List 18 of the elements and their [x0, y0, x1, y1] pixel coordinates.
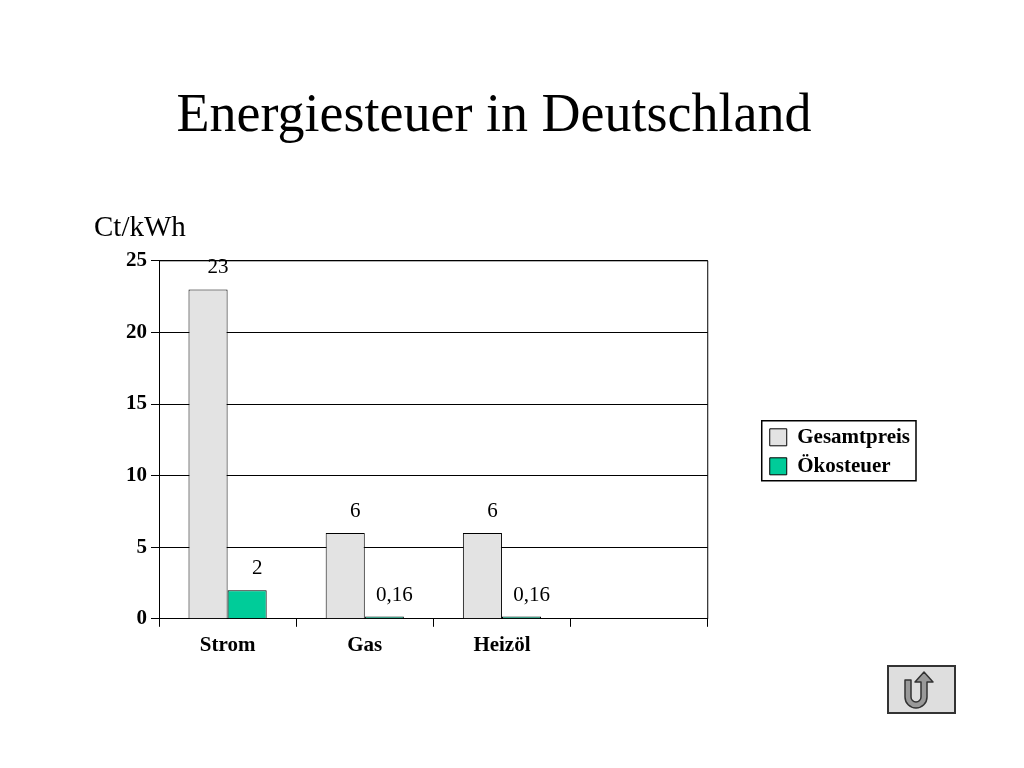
data-label: 0,16: [513, 581, 550, 606]
y-axis-title: Ct/kWh: [94, 209, 187, 242]
y-tick-label: 25: [126, 247, 147, 272]
y-tick-label: 10: [126, 462, 147, 487]
chart-title: Energiesteuer in Deutschland: [176, 82, 812, 143]
legend-label: Gesamtpreis: [797, 423, 910, 448]
data-label: 2: [251, 555, 263, 580]
x-tick-label: Heizöl: [473, 631, 531, 656]
x-tick-label: Strom: [199, 631, 256, 656]
y-tick-label: 5: [136, 533, 147, 558]
x-tick-label: Gas: [347, 631, 383, 656]
data-label: 6: [487, 497, 498, 522]
y-tick-label: 20: [126, 318, 147, 343]
data-label: 0,16: [375, 581, 413, 606]
y-tick-label: 0: [136, 605, 147, 630]
data-label: 6: [349, 497, 361, 522]
legend-label: Ökosteuer: [797, 452, 891, 477]
y-tick-label: 15: [126, 390, 147, 415]
